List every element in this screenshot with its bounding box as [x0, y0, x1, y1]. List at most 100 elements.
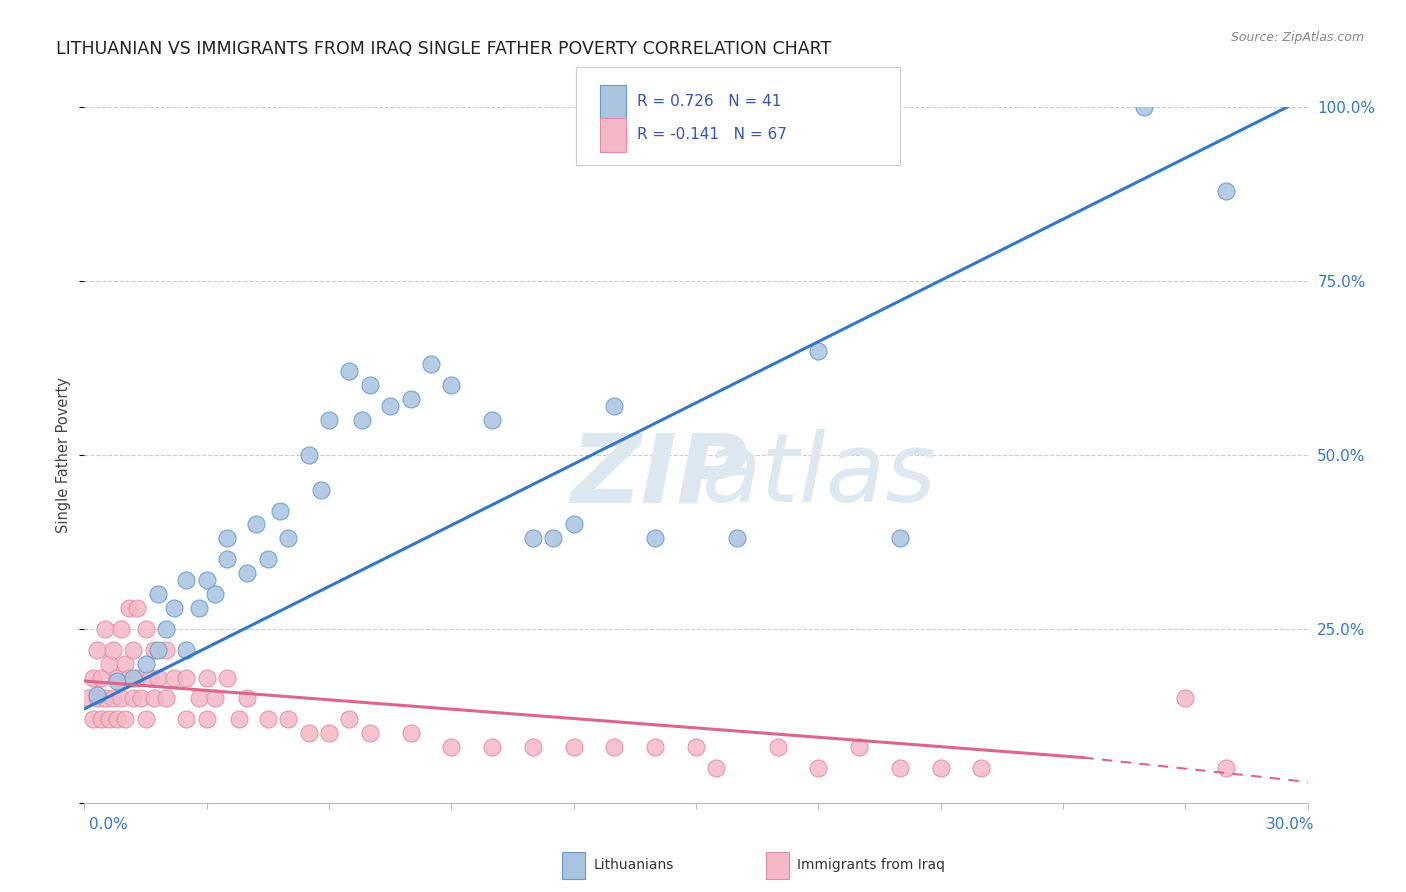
Text: Immigrants from Iraq: Immigrants from Iraq: [797, 858, 945, 872]
Point: [228, 712, 250, 726]
Point: [889, 532, 911, 546]
Point: [90, 671, 112, 685]
Point: [195, 712, 218, 726]
Text: LITHUANIAN VS IMMIGRANTS FROM IRAQ SINGLE FATHER POVERTY CORRELATION CHART: LITHUANIAN VS IMMIGRANTS FROM IRAQ SINGL…: [56, 40, 831, 58]
Point: [146, 587, 169, 601]
Point: [163, 671, 186, 685]
Point: [644, 740, 666, 755]
Point: [131, 691, 153, 706]
Point: [269, 503, 291, 517]
Point: [82, 671, 104, 685]
Point: [685, 740, 707, 755]
Point: [118, 601, 141, 615]
Point: [155, 691, 177, 706]
Point: [114, 657, 136, 671]
Point: [318, 413, 340, 427]
Point: [440, 378, 463, 392]
Point: [1215, 761, 1237, 775]
Text: ZIP: ZIP: [571, 429, 748, 523]
Point: [187, 601, 209, 615]
Point: [522, 740, 544, 755]
Point: [236, 566, 259, 581]
Point: [86, 688, 108, 702]
Text: Lithuanians: Lithuanians: [593, 858, 673, 872]
Point: [562, 740, 585, 755]
Point: [1133, 100, 1156, 114]
Point: [127, 601, 149, 615]
Point: [176, 642, 198, 657]
Point: [257, 552, 280, 566]
Point: [155, 642, 177, 657]
Point: [135, 712, 157, 726]
Point: [970, 761, 993, 775]
Point: [399, 392, 422, 407]
Point: [114, 712, 136, 726]
Point: [176, 712, 198, 726]
Point: [644, 532, 666, 546]
Point: [440, 740, 463, 755]
Point: [176, 671, 198, 685]
Point: [217, 532, 239, 546]
Point: [155, 622, 177, 636]
Text: R = 0.726   N = 41: R = 0.726 N = 41: [637, 95, 782, 109]
Point: [135, 622, 157, 636]
Point: [146, 642, 169, 657]
Point: [245, 517, 267, 532]
Point: [257, 712, 280, 726]
Point: [298, 726, 321, 740]
Y-axis label: Single Father Poverty: Single Father Poverty: [56, 377, 72, 533]
Point: [122, 671, 145, 685]
Point: [766, 740, 789, 755]
Text: R = -0.141   N = 67: R = -0.141 N = 67: [637, 128, 787, 142]
Point: [138, 671, 160, 685]
Point: [135, 657, 157, 671]
Point: [359, 378, 381, 392]
Point: [105, 674, 128, 689]
Point: [420, 358, 443, 372]
Point: [277, 712, 299, 726]
Point: [86, 642, 108, 657]
Point: [236, 691, 259, 706]
Point: [77, 691, 100, 706]
Point: [110, 691, 132, 706]
Point: [82, 712, 104, 726]
Point: [105, 671, 128, 685]
Point: [195, 573, 218, 587]
Text: 0.0%: 0.0%: [89, 817, 128, 831]
Point: [350, 413, 373, 427]
Point: [93, 622, 117, 636]
Point: [195, 671, 218, 685]
Point: [339, 364, 361, 378]
Point: [127, 671, 149, 685]
Point: [889, 761, 911, 775]
Point: [101, 691, 124, 706]
Point: [163, 601, 186, 615]
Point: [380, 399, 402, 413]
Point: [543, 532, 565, 546]
Point: [318, 726, 340, 740]
Point: [146, 671, 169, 685]
Point: [176, 573, 198, 587]
Point: [105, 712, 128, 726]
Point: [807, 343, 830, 358]
Point: [90, 712, 112, 726]
Point: [204, 691, 226, 706]
Point: [142, 691, 165, 706]
Point: [217, 671, 239, 685]
Point: [929, 761, 952, 775]
Point: [309, 483, 332, 497]
Point: [481, 413, 503, 427]
Point: [848, 740, 870, 755]
Point: [298, 448, 321, 462]
Point: [204, 587, 226, 601]
Point: [110, 622, 132, 636]
Point: [97, 657, 120, 671]
Point: [339, 712, 361, 726]
Point: [399, 726, 422, 740]
Point: [603, 399, 626, 413]
Point: [97, 712, 120, 726]
Point: [359, 726, 381, 740]
Point: [603, 740, 626, 755]
Text: Source: ZipAtlas.com: Source: ZipAtlas.com: [1230, 31, 1364, 45]
Point: [122, 642, 145, 657]
